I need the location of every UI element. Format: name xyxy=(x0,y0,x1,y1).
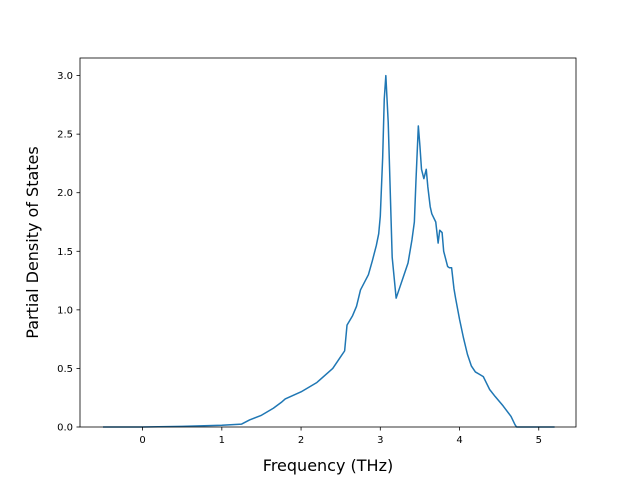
series-line xyxy=(102,74,555,428)
x-tick-label: 4 xyxy=(456,435,462,446)
x-tick-label: 3 xyxy=(377,435,383,446)
y-tick-label: 2.0 xyxy=(57,188,73,199)
y-tick-label: 0.5 xyxy=(57,364,73,375)
y-tick-label: 0.0 xyxy=(57,423,73,434)
y-tick-label: 1.5 xyxy=(57,247,73,258)
axes-frame xyxy=(79,57,577,428)
x-axis-label: Frequency (THz) xyxy=(263,456,393,475)
x-tick-label: 1 xyxy=(219,435,225,446)
x-tick-label: 0 xyxy=(139,435,145,446)
x-axis-ticks: 0 1 2 3 4 5 xyxy=(139,427,542,446)
x-tick-label: 5 xyxy=(536,435,542,446)
x-tick-label: 2 xyxy=(298,435,304,446)
y-axis-ticks: 0.0 0.5 1.0 1.5 2.0 2.5 3.0 xyxy=(57,71,80,434)
y-axis-label: Partial Density of States xyxy=(23,146,42,338)
plot-area xyxy=(79,57,577,428)
y-tick-label: 1.0 xyxy=(57,305,73,316)
y-tick-label: 3.0 xyxy=(57,71,73,82)
y-tick-label: 2.5 xyxy=(57,130,73,141)
